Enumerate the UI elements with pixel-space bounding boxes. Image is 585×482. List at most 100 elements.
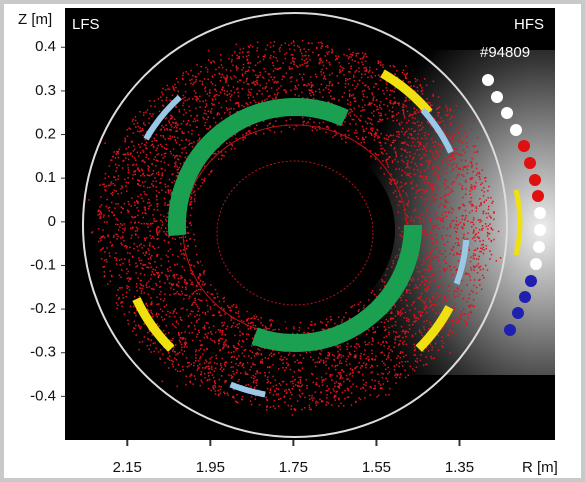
- particle: [358, 105, 360, 107]
- particle: [161, 258, 163, 260]
- particle: [299, 46, 301, 48]
- particle: [212, 385, 214, 387]
- particle: [174, 163, 176, 165]
- particle: [248, 91, 250, 93]
- particle: [142, 341, 144, 343]
- particle: [222, 87, 224, 89]
- particle: [316, 76, 318, 78]
- particle: [432, 225, 434, 227]
- particle: [294, 58, 296, 60]
- particle: [383, 93, 385, 95]
- particle: [335, 399, 337, 401]
- particle: [194, 302, 196, 304]
- particle: [164, 147, 166, 149]
- particle: [479, 176, 481, 178]
- particle: [147, 187, 149, 189]
- particle: [466, 322, 468, 324]
- particle: [425, 239, 427, 241]
- particle: [135, 325, 137, 327]
- particle: [482, 275, 484, 277]
- particle: [328, 127, 330, 129]
- particle: [384, 364, 386, 366]
- particle: [412, 158, 414, 160]
- particle: [437, 112, 439, 114]
- particle: [190, 283, 192, 285]
- particle: [449, 109, 451, 111]
- particle: [426, 199, 428, 201]
- particle: [458, 238, 460, 240]
- particle: [222, 332, 224, 334]
- particle: [194, 316, 196, 318]
- particle: [194, 239, 196, 241]
- particle: [200, 348, 202, 350]
- particle: [397, 374, 399, 376]
- particle: [479, 229, 481, 231]
- particle: [100, 238, 102, 240]
- particle: [441, 204, 443, 206]
- particle: [162, 94, 164, 96]
- particle: [452, 317, 454, 319]
- particle: [183, 72, 185, 74]
- particle: [434, 158, 436, 160]
- particle: [407, 111, 409, 113]
- particle: [284, 357, 286, 359]
- particle: [144, 255, 146, 257]
- particle: [400, 310, 402, 312]
- particle: [253, 96, 255, 98]
- particle: [420, 158, 422, 160]
- particle: [476, 163, 478, 165]
- particle: [116, 153, 118, 155]
- particle: [348, 113, 350, 115]
- particle: [215, 85, 217, 87]
- particle: [478, 256, 480, 258]
- particle: [185, 147, 187, 149]
- particle: [171, 126, 173, 128]
- particle: [250, 63, 252, 65]
- particle: [416, 287, 418, 289]
- particle: [281, 131, 283, 133]
- particle: [299, 385, 301, 387]
- particle: [439, 253, 441, 255]
- particle: [170, 287, 172, 289]
- particle: [397, 102, 399, 104]
- particle: [433, 81, 435, 83]
- particle: [210, 62, 212, 64]
- particle: [390, 100, 392, 102]
- particle: [375, 359, 377, 361]
- particle: [292, 57, 294, 59]
- particle: [247, 83, 249, 85]
- particle: [331, 52, 333, 54]
- particle: [197, 120, 199, 122]
- particle: [165, 274, 167, 276]
- particle: [389, 388, 391, 390]
- particle: [411, 145, 413, 147]
- particle: [327, 321, 329, 323]
- particle: [417, 266, 419, 268]
- particle: [471, 269, 473, 271]
- particle: [462, 185, 464, 187]
- particle: [114, 190, 116, 192]
- particle: [264, 54, 266, 56]
- particle: [105, 178, 107, 180]
- particle: [138, 155, 140, 157]
- particle: [134, 171, 136, 173]
- particle: [356, 338, 358, 340]
- particle: [341, 67, 343, 69]
- particle: [382, 377, 384, 379]
- particle: [121, 244, 123, 246]
- particle: [156, 267, 158, 269]
- particle: [211, 103, 213, 105]
- particle: [199, 96, 201, 98]
- particle: [396, 120, 398, 122]
- particle: [364, 67, 366, 69]
- particle: [227, 109, 229, 111]
- particle: [362, 91, 364, 93]
- particle: [355, 354, 357, 356]
- particle: [173, 366, 175, 368]
- particle: [386, 319, 388, 321]
- particle: [299, 370, 301, 372]
- particle: [395, 382, 397, 384]
- particle: [431, 255, 433, 257]
- particle: [127, 154, 129, 156]
- particle: [225, 328, 227, 330]
